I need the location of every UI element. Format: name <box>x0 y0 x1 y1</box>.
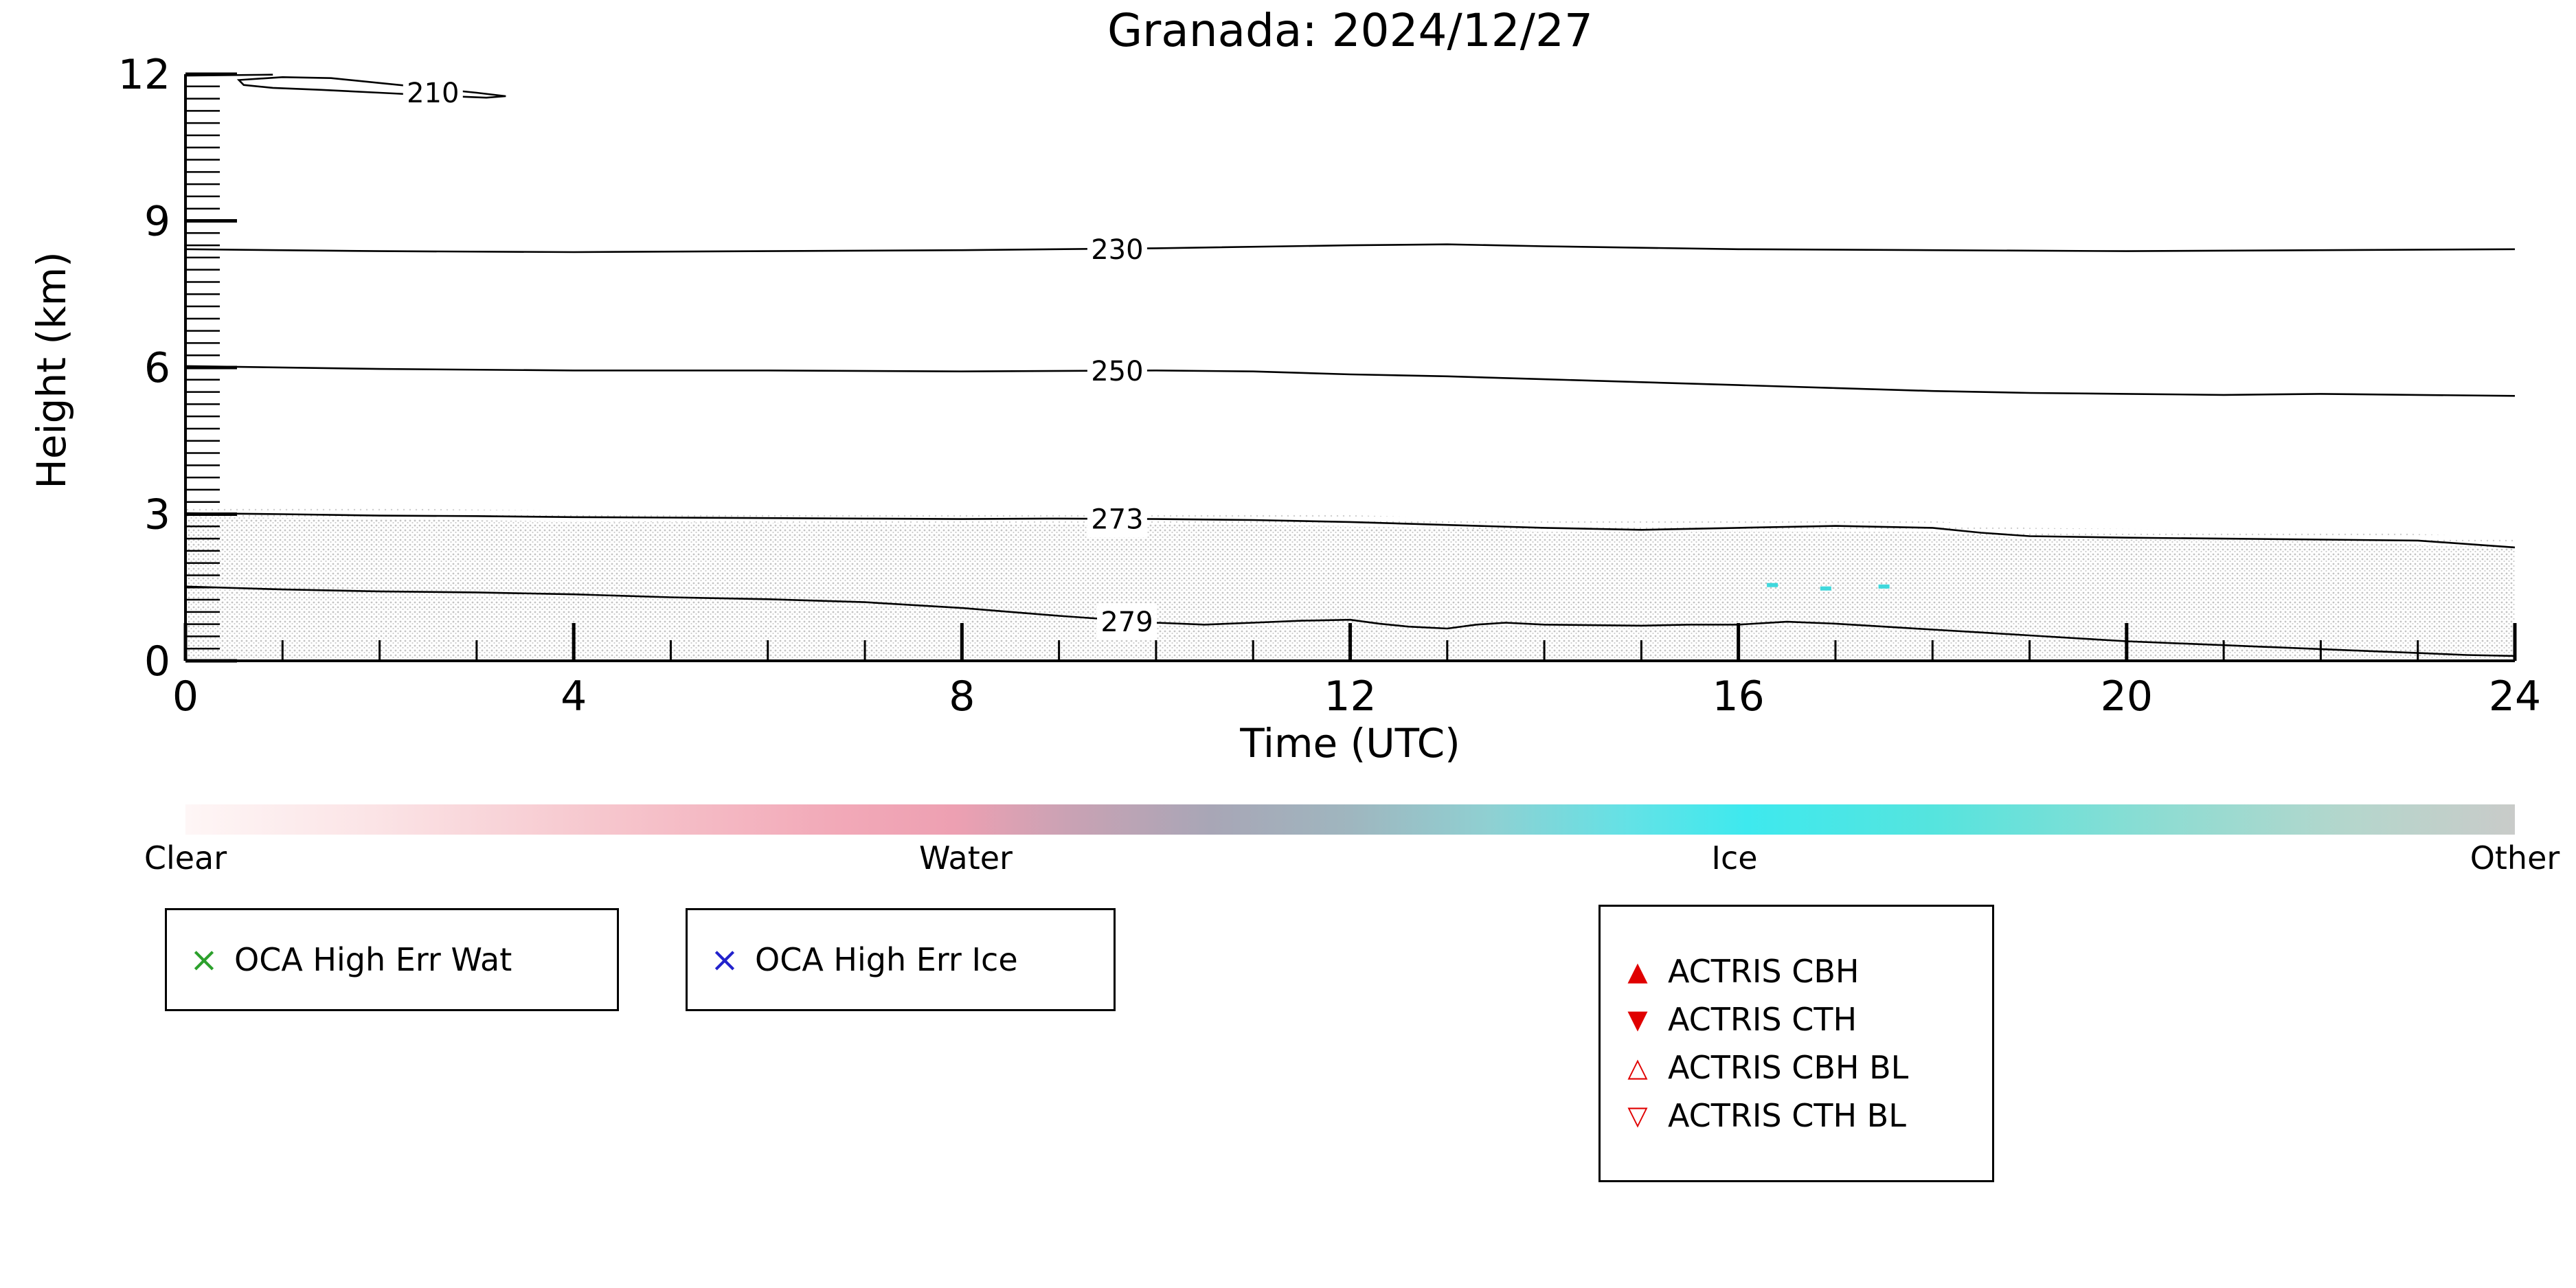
colorbar-label-ice: Ice <box>1711 839 1758 877</box>
legend-item: × OCA High Err Wat <box>186 941 617 978</box>
contour-label: 279 <box>1100 607 1153 638</box>
x-tick-label: 20 <box>2101 673 2153 721</box>
contour-label-bg <box>1087 500 1147 538</box>
x-tick-label: 0 <box>172 673 199 721</box>
x-marker-icon: × <box>190 940 218 980</box>
x-tick-label: 8 <box>949 673 975 721</box>
legend-box-oca-high-err-ice: × OCA High Err Ice <box>686 908 1116 1011</box>
legend-item: ▲ ACTRIS CBH <box>1620 953 1992 990</box>
x-tick-label: 16 <box>1712 673 1764 721</box>
ice-speck <box>1767 583 1778 587</box>
contour-label: 210 <box>407 78 459 109</box>
x-tick-label: 4 <box>561 673 587 721</box>
triangle-up-filled-icon: ▲ <box>1627 956 1648 986</box>
colorbar-label-clear: Clear <box>144 839 227 877</box>
contour-label-bg <box>403 74 463 112</box>
ice-speck <box>1820 586 1831 591</box>
colorbar-gradient <box>185 804 2515 835</box>
legend-item-label: ACTRIS CTH <box>1668 1001 1857 1038</box>
classified-region-other <box>185 517 2515 661</box>
contour-line-250 <box>185 365 2516 397</box>
legend-item-label: OCA High Err Ice <box>755 941 1018 978</box>
triangle-up-open-icon: △ <box>1627 1052 1648 1083</box>
plot-area: 210 230 250 273 279 0 4 8 12 16 20 24 0 3 6 9 12 <box>118 51 2542 721</box>
x-axis-label: Time (UTC) <box>1240 720 1460 767</box>
colorbar-labels: Clear Water Ice Other <box>144 839 2560 881</box>
contour-line-210 <box>236 76 506 99</box>
contour-label-bg <box>1087 230 1147 268</box>
colorbar-label-other: Other <box>2470 839 2560 877</box>
y-tick-label: 0 <box>144 637 170 686</box>
y-tick-label: 3 <box>144 491 170 539</box>
legend-item: × OCA High Err Ice <box>707 941 1114 978</box>
legend-item-label: ACTRIS CBH <box>1668 953 1860 990</box>
contour-label: 250 <box>1091 356 1143 387</box>
x-tick-label: 12 <box>1324 673 1376 721</box>
legend-item: ▽ ACTRIS CTH BL <box>1620 1097 1992 1134</box>
legend-item-label: ACTRIS CTH BL <box>1668 1097 1906 1134</box>
legend-item: △ ACTRIS CBH BL <box>1620 1049 1992 1086</box>
y-tick-label: 9 <box>144 198 170 246</box>
legend-box-oca-high-err-wat: × OCA High Err Wat <box>165 908 619 1011</box>
chart-title: Granada: 2024/12/27 <box>1107 4 1593 57</box>
contour-label-bg <box>1087 352 1147 389</box>
legend-item: ▼ ACTRIS CTH <box>1620 1001 1992 1038</box>
legend-item-label: ACTRIS CBH BL <box>1668 1049 1909 1086</box>
x-marker-icon: × <box>710 940 739 980</box>
legend-box-actris: ▲ ACTRIS CBH ▼ ACTRIS CTH △ ACTRIS CBH B… <box>1598 905 1994 1182</box>
classified-region-fuzz <box>185 506 2515 549</box>
contour-label: 273 <box>1091 504 1143 536</box>
ice-speck <box>1878 584 1890 589</box>
contour-line-230 <box>185 243 2516 253</box>
legend-item-label: OCA High Err Wat <box>234 941 512 978</box>
triangle-down-open-icon: ▽ <box>1627 1100 1648 1131</box>
y-tick-label: 12 <box>118 51 170 99</box>
contour-line-273 <box>185 512 2516 549</box>
contour-line-279 <box>185 585 2516 657</box>
triangle-down-filled-icon: ▼ <box>1627 1004 1648 1035</box>
contour-label: 230 <box>1091 234 1143 266</box>
contour-label-bg <box>1097 603 1157 641</box>
x-tick-label: 24 <box>2489 673 2541 721</box>
y-tick-label: 6 <box>144 344 170 392</box>
colorbar-label-water: Water <box>918 839 1013 877</box>
